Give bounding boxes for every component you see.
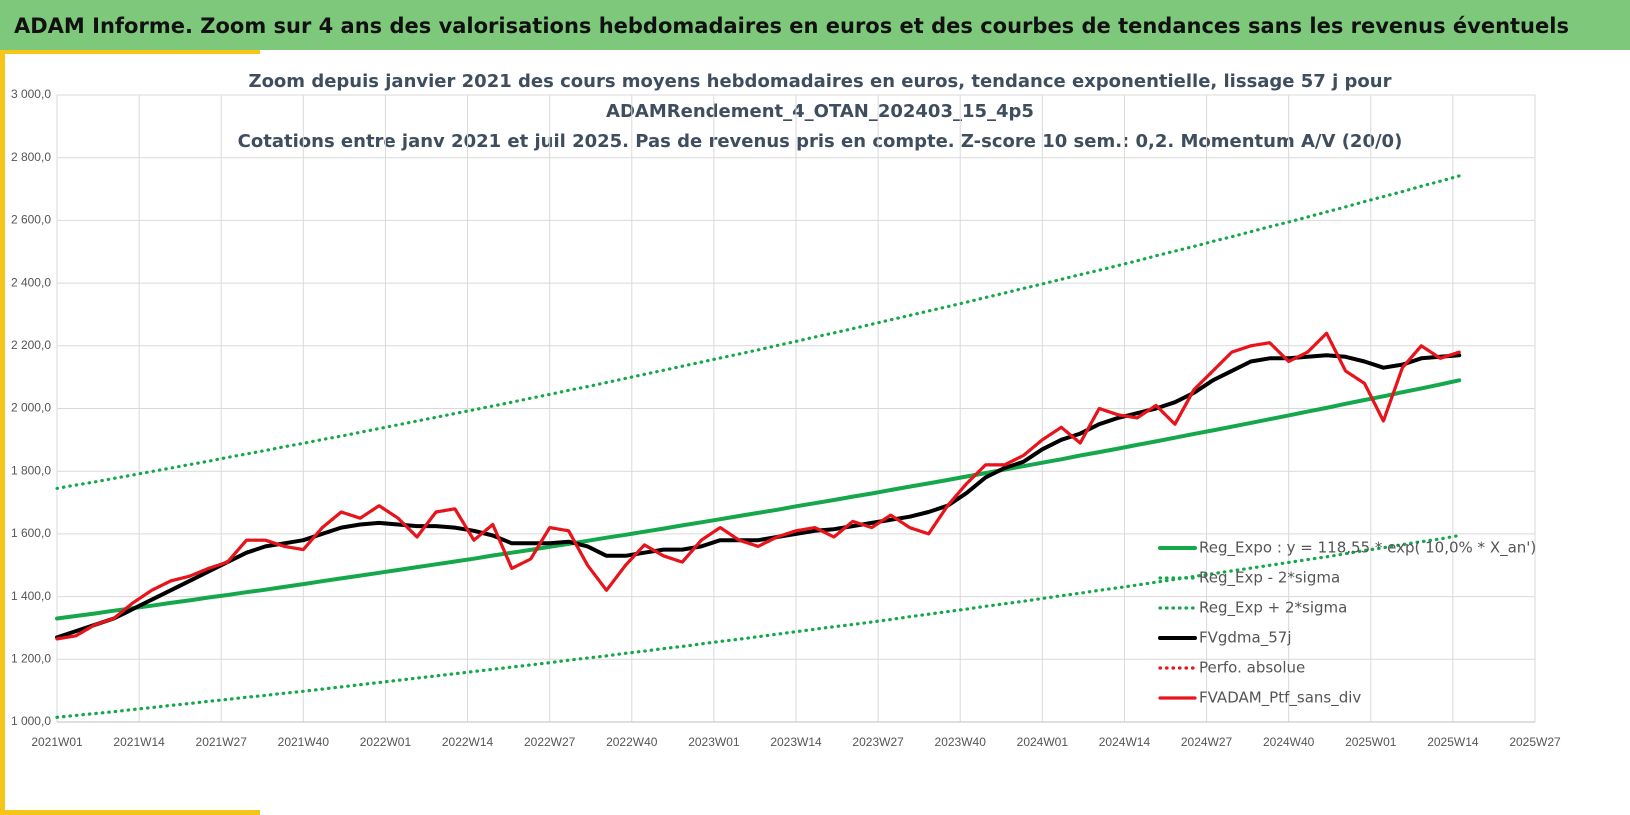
x-tick-label: 2025W27	[1509, 735, 1561, 749]
y-tick-label: 2 000,0	[11, 401, 51, 415]
accent-top	[5, 50, 260, 54]
x-tick-label: 2023W40	[935, 735, 987, 749]
chart-title: Cotations entre janv 2021 et juil 2025. …	[238, 131, 1403, 152]
y-tick-label: 2 200,0	[11, 338, 51, 352]
series-line	[55, 174, 1461, 490]
accent-bottom	[0, 810, 260, 815]
y-tick-label: 1 600,0	[11, 526, 51, 540]
x-tick-label: 2025W14	[1427, 735, 1479, 749]
x-tick-label: 2022W27	[524, 735, 576, 749]
x-tick-label: 2024W27	[1181, 735, 1233, 749]
header-band	[0, 0, 1630, 50]
x-tick-label: 2023W01	[688, 735, 740, 749]
y-tick-label: 1 400,0	[11, 589, 51, 603]
series-line	[55, 378, 1462, 621]
page-title: ADAM Informe. Zoom sur 4 ans des valoris…	[14, 14, 1569, 38]
y-tick-label: 3 000,0	[11, 87, 51, 101]
accent-left	[0, 50, 5, 815]
x-tick-label: 2021W14	[113, 735, 165, 749]
x-tick-label: 2021W40	[278, 735, 330, 749]
chart-title: ADAMRendement_4_OTAN_202403_15_4p5	[606, 101, 1034, 122]
x-tick-label: 2023W14	[770, 735, 822, 749]
x-tick-label: 2022W40	[606, 735, 658, 749]
chart-title: Zoom depuis janvier 2021 des cours moyen…	[249, 71, 1392, 92]
x-tick-label: 2024W01	[1017, 735, 1069, 749]
legend-label: Perfo. absolue	[1199, 659, 1305, 677]
series-line	[55, 331, 1461, 641]
x-tick-label: 2022W14	[442, 735, 494, 749]
x-tick-label: 2025W01	[1345, 735, 1397, 749]
x-tick-label: 2022W01	[360, 735, 412, 749]
legend-label: Reg_Exp + 2*sigma	[1199, 599, 1347, 618]
x-tick-label: 2021W27	[196, 735, 248, 749]
y-tick-label: 2 600,0	[11, 213, 51, 227]
series-line	[55, 331, 1461, 641]
x-tick-label: 2021W01	[31, 735, 83, 749]
x-tick-label: 2023W27	[852, 735, 904, 749]
legend-label: Reg_Expo : y = 118,55 * exp( 10,0% * X_a…	[1199, 539, 1536, 558]
legend-label: FVADAM_Ptf_sans_div	[1199, 689, 1361, 708]
legend-label: Reg_Exp - 2*sigma	[1199, 569, 1340, 588]
x-tick-label: 2024W40	[1263, 735, 1315, 749]
series-line	[55, 353, 1462, 640]
y-tick-label: 2 800,0	[11, 150, 51, 164]
y-tick-label: 1 800,0	[11, 463, 51, 477]
y-tick-label: 1 200,0	[11, 651, 51, 665]
legend-label: FVgdma_57j	[1199, 629, 1292, 648]
y-tick-label: 1 000,0	[11, 714, 51, 728]
series-line	[55, 533, 1461, 719]
y-tick-label: 2 400,0	[11, 275, 51, 289]
x-tick-label: 2024W14	[1099, 735, 1151, 749]
